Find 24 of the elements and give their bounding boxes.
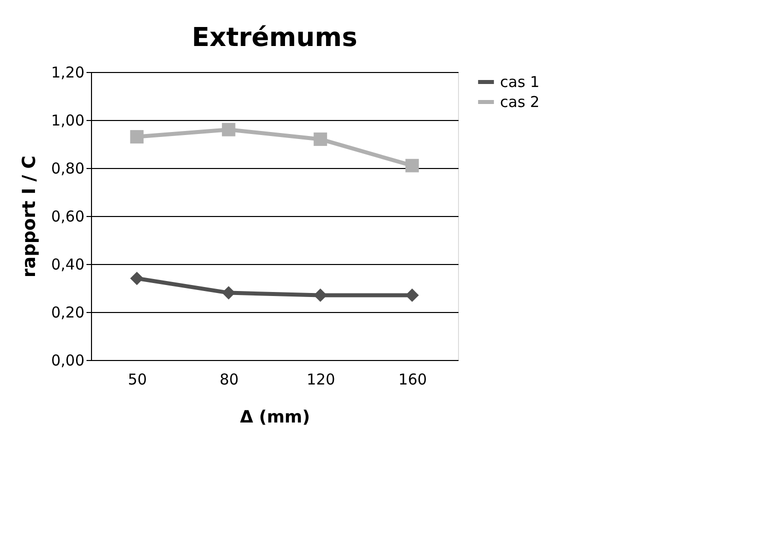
legend-label: cas 2 xyxy=(500,93,540,111)
point xyxy=(405,288,419,302)
point xyxy=(130,272,144,286)
point xyxy=(314,288,328,302)
x-tick-label: 160 xyxy=(398,370,427,388)
y-tick-label: 0,20 xyxy=(51,304,84,322)
y-axis-title: rapport I / C xyxy=(19,156,40,278)
point xyxy=(222,286,236,300)
y-tick-label: 0,40 xyxy=(51,256,84,274)
y-tick-label: 1,20 xyxy=(51,64,84,82)
legend-label: cas 1 xyxy=(500,73,540,91)
y-tick-label: 0,00 xyxy=(51,352,84,370)
point xyxy=(130,130,144,144)
x-tick-label: 50 xyxy=(128,370,147,388)
point xyxy=(405,158,419,172)
point xyxy=(222,122,236,136)
y-tick-label: 1,00 xyxy=(51,112,84,130)
x-axis-title: Δ (mm) xyxy=(240,408,310,428)
x-tick-label: 80 xyxy=(220,370,239,388)
point xyxy=(314,132,328,146)
y-tick-label: 0,60 xyxy=(51,208,84,226)
chart-title: Extrémums xyxy=(192,23,358,53)
x-tick-label: 120 xyxy=(306,370,336,388)
y-tick-label: 0,80 xyxy=(51,160,84,178)
